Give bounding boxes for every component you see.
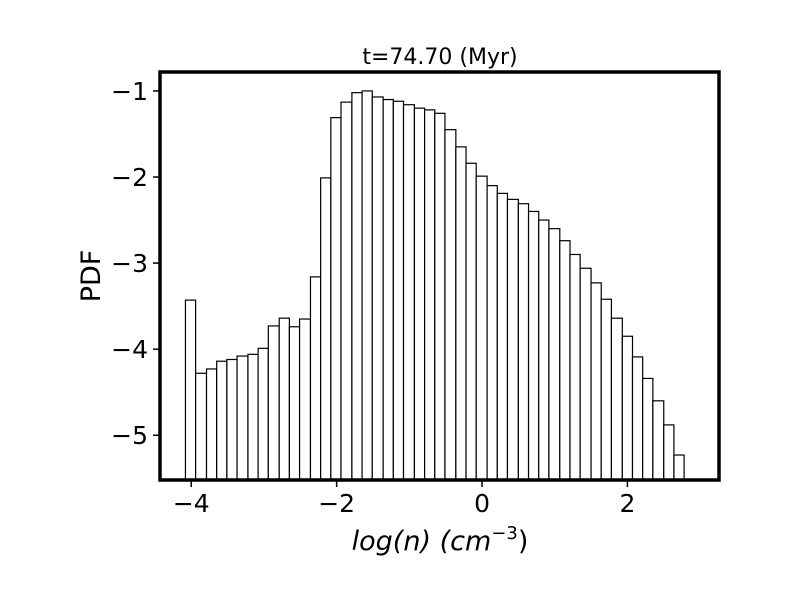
x-label-part: log( bbox=[352, 526, 405, 557]
x-label-part: ) (cm bbox=[418, 526, 491, 557]
bar bbox=[402, 104, 416, 481]
bar bbox=[538, 219, 550, 481]
bar bbox=[579, 267, 592, 481]
bar bbox=[184, 299, 197, 481]
bar bbox=[247, 353, 259, 481]
bar bbox=[309, 276, 322, 481]
x-axis-label: log(n) (cm−3) bbox=[352, 523, 529, 557]
bar bbox=[205, 368, 218, 481]
bar bbox=[195, 372, 208, 481]
x-label-part: ) bbox=[518, 526, 529, 557]
bar bbox=[569, 253, 581, 481]
bar bbox=[434, 112, 446, 481]
bar bbox=[340, 101, 353, 481]
bar bbox=[621, 335, 634, 481]
bar bbox=[486, 185, 498, 481]
bar bbox=[559, 240, 571, 481]
bar bbox=[226, 358, 238, 481]
bar bbox=[267, 325, 280, 481]
x-tick-label: −4 bbox=[173, 489, 210, 518]
y-tick-label: −2 bbox=[111, 163, 148, 192]
bar bbox=[298, 318, 312, 481]
bar bbox=[320, 177, 332, 481]
bar bbox=[371, 96, 384, 481]
bar bbox=[610, 317, 623, 481]
bar bbox=[392, 100, 405, 481]
bar bbox=[382, 98, 394, 481]
bar bbox=[642, 377, 654, 481]
bar bbox=[444, 129, 457, 481]
bar bbox=[278, 317, 290, 481]
x-tick-label: −2 bbox=[318, 489, 355, 518]
bar bbox=[288, 326, 301, 481]
bar bbox=[652, 400, 665, 481]
bar bbox=[257, 347, 269, 481]
bar bbox=[236, 355, 249, 481]
bar bbox=[496, 192, 509, 481]
bar bbox=[517, 203, 530, 481]
bar bbox=[413, 107, 426, 481]
chart-title: t=74.70 (Myr) bbox=[362, 45, 517, 70]
y-axis-label: PDF bbox=[76, 250, 107, 303]
x-tick-label: 0 bbox=[474, 489, 490, 518]
x-tick-label: 2 bbox=[619, 489, 635, 518]
y-tick-label: −4 bbox=[111, 335, 148, 364]
bar bbox=[423, 109, 436, 481]
y-tick-label: −3 bbox=[111, 249, 148, 278]
bar bbox=[600, 298, 613, 481]
bar bbox=[506, 198, 519, 481]
bar bbox=[590, 282, 602, 481]
bar bbox=[527, 210, 540, 481]
bar bbox=[455, 146, 467, 481]
bar bbox=[631, 356, 644, 481]
bar bbox=[465, 162, 477, 481]
bar bbox=[351, 92, 363, 481]
bar bbox=[475, 175, 488, 481]
bar bbox=[673, 454, 685, 481]
y-tick-label: −1 bbox=[111, 77, 148, 106]
x-label-part: n bbox=[403, 526, 420, 557]
x-label-part: −3 bbox=[491, 523, 518, 544]
y-tick-label: −5 bbox=[111, 421, 148, 450]
bar bbox=[663, 424, 675, 481]
bar bbox=[548, 228, 561, 481]
bar bbox=[361, 90, 373, 481]
plot-frame bbox=[158, 70, 721, 482]
bar bbox=[216, 360, 228, 481]
bar bbox=[330, 117, 342, 481]
